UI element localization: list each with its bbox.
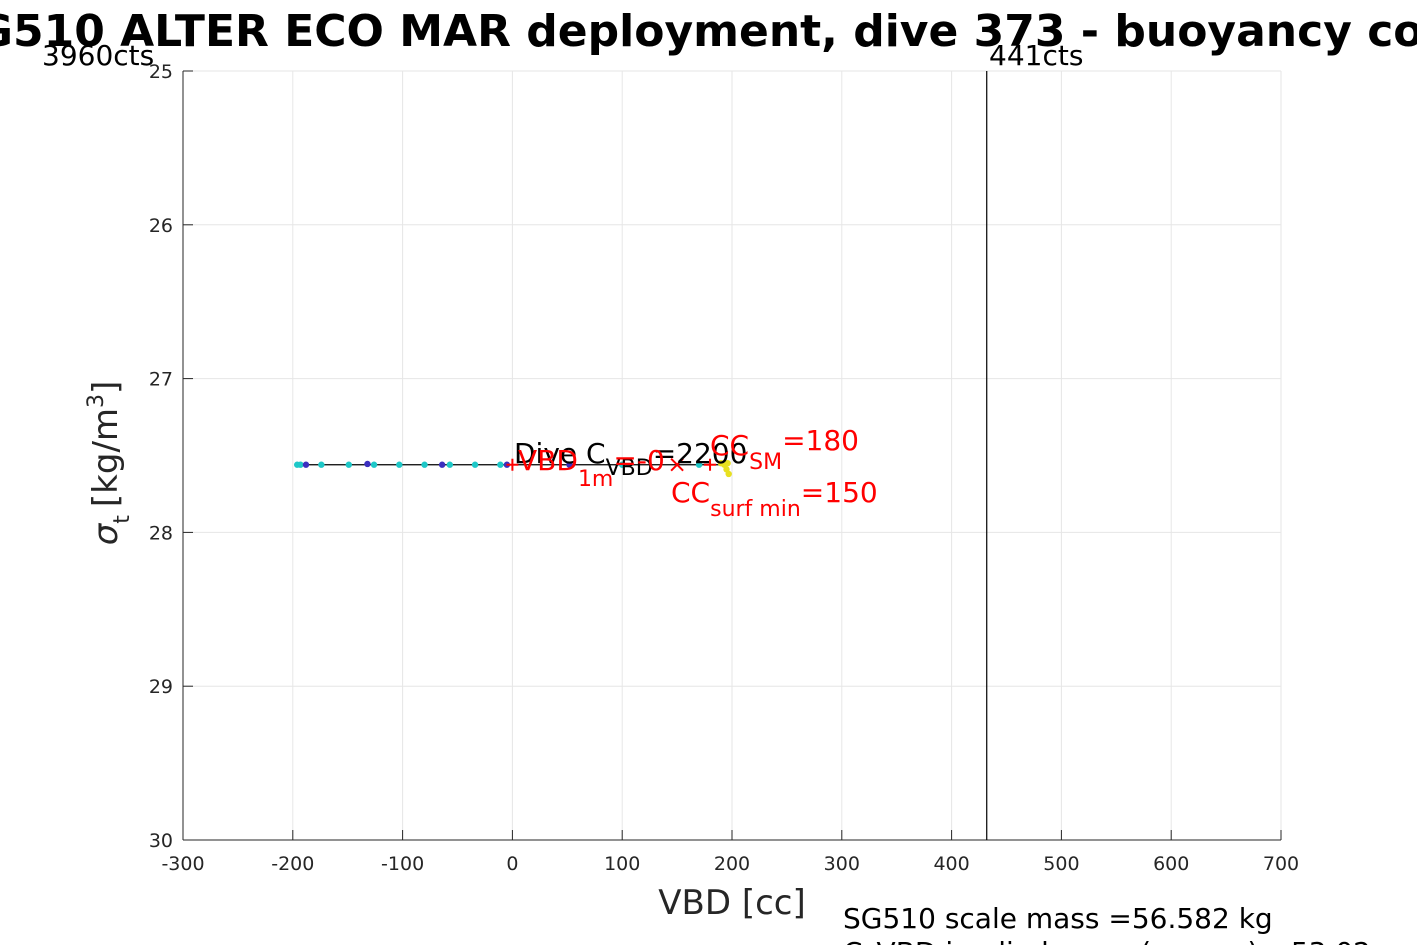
svg-text:σt[kg/m3]: σt [kg/m3] [84,381,135,546]
red-x-marker [670,458,684,472]
data-point [497,461,504,468]
data-point [302,461,310,468]
y-axis-superscript: 3 [84,394,109,408]
vbd-1m-subscript: 1m [578,467,613,492]
data-point [446,461,454,468]
data-point [297,461,304,468]
y-axis-sigma: σ [86,522,126,545]
data-point [318,461,325,468]
x-tick-label: 200 [714,853,750,875]
cc-sm-label: CC [710,429,749,462]
x-tick-label: 0 [506,853,518,875]
cc-surf-subscript: surf min [710,497,801,522]
cc-sm-value: =180 [782,424,859,457]
data-point [421,461,428,468]
data-point [695,461,703,468]
cc-surf-label: CC [671,476,710,509]
data-point [438,461,446,468]
y-tick-label: 30 [149,830,173,852]
dive-c-value: =2200 [653,437,748,470]
x-tick-label: 400 [933,853,969,875]
x-tick-label: 300 [824,853,860,875]
cc-surf-annotation: CCsurf min=150 [671,476,878,522]
y-axis-unit: [kg/m [86,408,126,507]
data-point [396,461,403,468]
footer-line-1: SG510 scale mass =56.582 kg [843,902,1273,935]
dive-c-subscript: VBD [606,456,653,481]
y-tick-label: 26 [149,215,173,237]
y-axis-subscript: t [110,515,135,524]
red-plus-marker [704,458,717,471]
x-tick-label: -300 [161,853,204,875]
cc-surf-value: =150 [801,476,878,509]
y-tick-label: 27 [149,369,173,391]
y-tick-labels: 25 26 27 28 29 30 [149,61,173,852]
data-point [724,459,731,467]
data-points [293,459,732,478]
y-axis-close: ] [86,381,126,394]
data-point [725,470,732,478]
red-plus-marker [506,458,519,471]
y-tick-label: 29 [149,676,173,698]
data-point [345,461,352,468]
x-tick-label: -200 [271,853,314,875]
red-markers [506,458,717,472]
x-axis-label: VBD [cc] [658,883,806,923]
y-tick-label: 28 [149,522,173,544]
axes [182,70,1282,841]
svg-text:CCSM=180: CCSM=180 [710,424,859,475]
cc-sm-subscript: SM [749,450,782,475]
x-tick-label: 700 [1263,853,1299,875]
svg-text:CCsurf min=150: CCsurf min=150 [671,476,878,522]
x-tick-label: 100 [604,853,640,875]
data-point [566,461,573,468]
svg-text:Dive CVBD=2200: Dive CVBD=2200 [514,437,747,481]
vbd-1m-annotation: VBD1m=-0 [518,444,665,492]
cc-sm-annotation: CCSM=180 [710,424,859,475]
vbd-limit-right-label: 441cts [989,39,1083,72]
dive-c-annotation: Dive CVBD=2200 [514,437,747,481]
marker-stroke [670,458,684,472]
data-point [619,461,626,468]
vbd-1m-value: =-0 [613,444,664,477]
data-point [364,460,371,468]
x-tick-label: 500 [1043,853,1079,875]
vbd-1m-label: VBD [518,444,578,477]
vbd-limit-left-label: 3960cts [42,39,154,72]
data-point [471,461,479,468]
data-point [370,461,378,468]
svg-text:VBD1m=-0: VBD1m=-0 [518,444,665,492]
x-tick-labels: -300 -200 -100 0 100 200 300 400 500 600 700 [161,853,1299,875]
y-tick-label: 25 [149,61,173,83]
dive-c-label: Dive C [514,437,606,470]
footer-line-2: C_VBD implied mass (approx) =53.02 [843,936,1371,945]
x-tick-label: 600 [1153,853,1189,875]
x-tick-label: -100 [381,853,424,875]
chart-title: SG510 ALTER ECO MAR deployment, dive 373… [0,6,1417,57]
y-axis-label: σt [kg/m3] [84,381,135,546]
